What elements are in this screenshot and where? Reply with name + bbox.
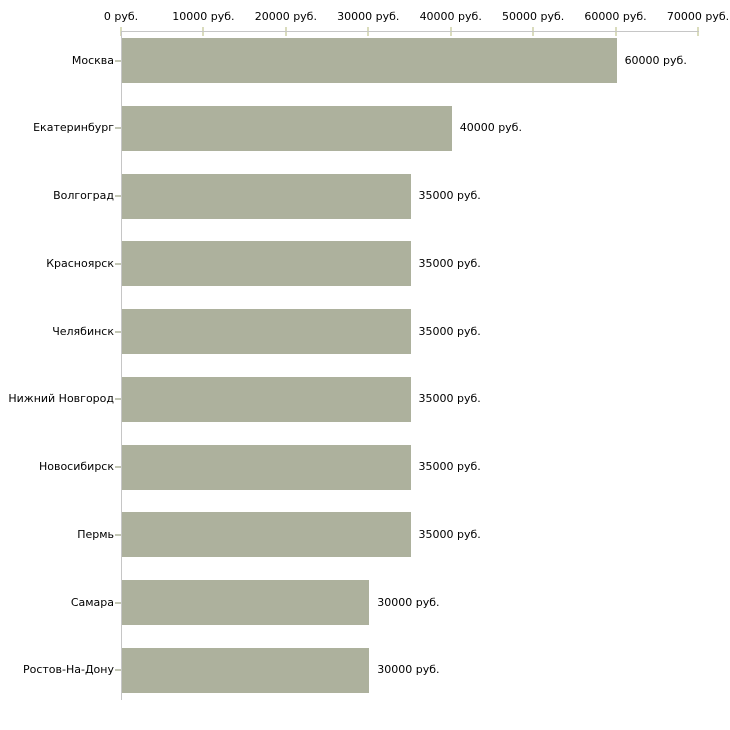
value-label: 35000 руб. (418, 189, 481, 202)
bar (122, 444, 411, 490)
category-tick-mark (115, 398, 121, 401)
category-tick-mark (115, 669, 121, 672)
bar (122, 173, 411, 219)
bar (122, 309, 411, 354)
bar (122, 376, 411, 422)
category-tick-mark (115, 330, 121, 333)
category-label: Ростов-На-Дону (22, 663, 114, 677)
category-tick-mark (115, 466, 121, 468)
category-label: Волгоград (53, 189, 114, 202)
category-label: Новосибирск (38, 460, 114, 473)
value-label: 30000 руб. (377, 595, 440, 609)
x-tick-label: 30000 руб. (337, 10, 400, 23)
category-tick-mark (115, 195, 121, 197)
bar (122, 512, 411, 558)
value-label: 35000 руб. (418, 392, 481, 406)
x-tick-label: 50000 руб. (502, 10, 565, 23)
x-tick-label: 70000 руб. (666, 10, 730, 23)
x-axis-line (121, 31, 699, 32)
bar (122, 38, 617, 83)
category-label: Екатеринбург (33, 121, 114, 135)
category-label: Самара (70, 595, 114, 609)
x-tick-label: 20000 руб. (254, 10, 317, 23)
value-label: 40000 руб. (459, 121, 522, 135)
category-tick-mark (115, 601, 121, 604)
y-axis-line (121, 31, 122, 700)
category-tick-mark (115, 59, 121, 62)
value-label: 60000 руб. (624, 53, 687, 67)
value-label: 35000 руб. (418, 527, 481, 541)
value-label: 35000 руб. (418, 324, 481, 338)
value-label: 35000 руб. (418, 256, 481, 270)
x-tick-label: 60000 руб. (584, 10, 647, 23)
value-label: 30000 руб. (377, 663, 440, 677)
bar (122, 580, 370, 625)
category-label: Москва (71, 53, 114, 67)
category-tick-mark (115, 127, 121, 130)
x-tick-label: 10000 руб. (172, 10, 235, 23)
value-label: 35000 руб. (418, 460, 481, 473)
category-label: Нижний Новгород (8, 392, 114, 406)
category-label: Красноярск (46, 256, 114, 270)
category-tick-mark (115, 262, 121, 265)
category-label: Пермь (77, 527, 114, 541)
category-label: Челябинск (52, 324, 114, 338)
category-tick-mark (115, 533, 121, 536)
bar (122, 241, 411, 287)
x-tick-label: 40000 руб. (419, 10, 482, 23)
bar (122, 647, 370, 693)
bar (122, 105, 452, 151)
x-tick-label: 0 руб. (103, 10, 139, 23)
